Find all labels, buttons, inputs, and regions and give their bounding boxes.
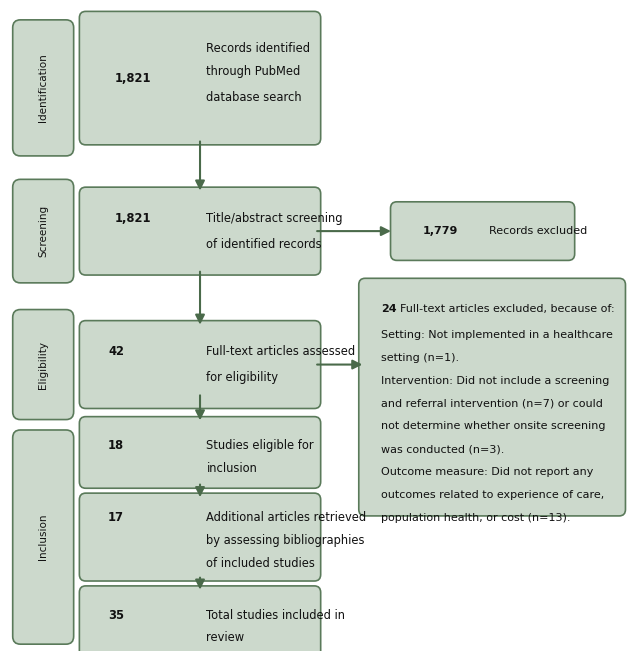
- Text: Outcome measure: Did not report any: Outcome measure: Did not report any: [381, 467, 593, 477]
- Text: 1,821: 1,821: [114, 72, 150, 85]
- FancyBboxPatch shape: [79, 586, 321, 651]
- FancyBboxPatch shape: [359, 279, 625, 516]
- Text: population health, or cost (n=13).: population health, or cost (n=13).: [381, 512, 570, 523]
- FancyBboxPatch shape: [79, 417, 321, 488]
- Text: Eligibility: Eligibility: [38, 340, 48, 389]
- Text: 24: 24: [381, 304, 397, 314]
- FancyBboxPatch shape: [13, 310, 74, 420]
- Text: Full-text articles excluded, because of:: Full-text articles excluded, because of:: [400, 304, 615, 314]
- Text: Records excluded: Records excluded: [489, 226, 587, 236]
- Text: was conducted (n=3).: was conducted (n=3).: [381, 444, 504, 454]
- Text: Screening: Screening: [38, 205, 48, 257]
- Text: 42: 42: [108, 345, 124, 358]
- Text: review: review: [206, 631, 244, 644]
- Text: 1,821: 1,821: [114, 212, 150, 225]
- Text: 1,779: 1,779: [422, 226, 458, 236]
- Text: outcomes related to experience of care,: outcomes related to experience of care,: [381, 490, 605, 500]
- Text: database search: database search: [206, 91, 302, 104]
- Text: setting (n=1).: setting (n=1).: [381, 353, 459, 363]
- Text: for eligibility: for eligibility: [206, 371, 278, 384]
- FancyBboxPatch shape: [13, 179, 74, 283]
- Text: Records identified: Records identified: [206, 42, 311, 55]
- Text: Additional articles retrieved: Additional articles retrieved: [206, 511, 366, 524]
- Text: Identification: Identification: [38, 53, 48, 122]
- FancyBboxPatch shape: [79, 12, 321, 145]
- FancyBboxPatch shape: [13, 20, 74, 156]
- Text: not determine whether onsite screening: not determine whether onsite screening: [381, 421, 606, 432]
- Text: inclusion: inclusion: [206, 462, 257, 475]
- Text: by assessing bibliographies: by assessing bibliographies: [206, 534, 365, 547]
- Text: and referral intervention (n=7) or could: and referral intervention (n=7) or could: [381, 398, 603, 409]
- Text: Intervention: Did not include a screening: Intervention: Did not include a screenin…: [381, 376, 610, 386]
- Text: 35: 35: [108, 609, 124, 622]
- FancyBboxPatch shape: [13, 430, 74, 644]
- Text: Studies eligible for: Studies eligible for: [206, 439, 314, 452]
- Text: through PubMed: through PubMed: [206, 65, 300, 78]
- Text: Total studies included in: Total studies included in: [206, 609, 345, 622]
- FancyBboxPatch shape: [79, 187, 321, 275]
- FancyBboxPatch shape: [79, 320, 321, 409]
- Text: Title/abstract screening: Title/abstract screening: [206, 212, 343, 225]
- Text: of included studies: of included studies: [206, 557, 315, 570]
- FancyBboxPatch shape: [79, 493, 321, 581]
- Text: 18: 18: [108, 439, 124, 452]
- Text: Setting: Not implemented in a healthcare: Setting: Not implemented in a healthcare: [381, 330, 613, 340]
- Text: of identified records: of identified records: [206, 238, 322, 251]
- Text: Inclusion: Inclusion: [38, 514, 48, 561]
- Text: 17: 17: [108, 511, 124, 524]
- Text: Full-text articles assessed: Full-text articles assessed: [206, 345, 356, 358]
- FancyBboxPatch shape: [391, 202, 575, 260]
